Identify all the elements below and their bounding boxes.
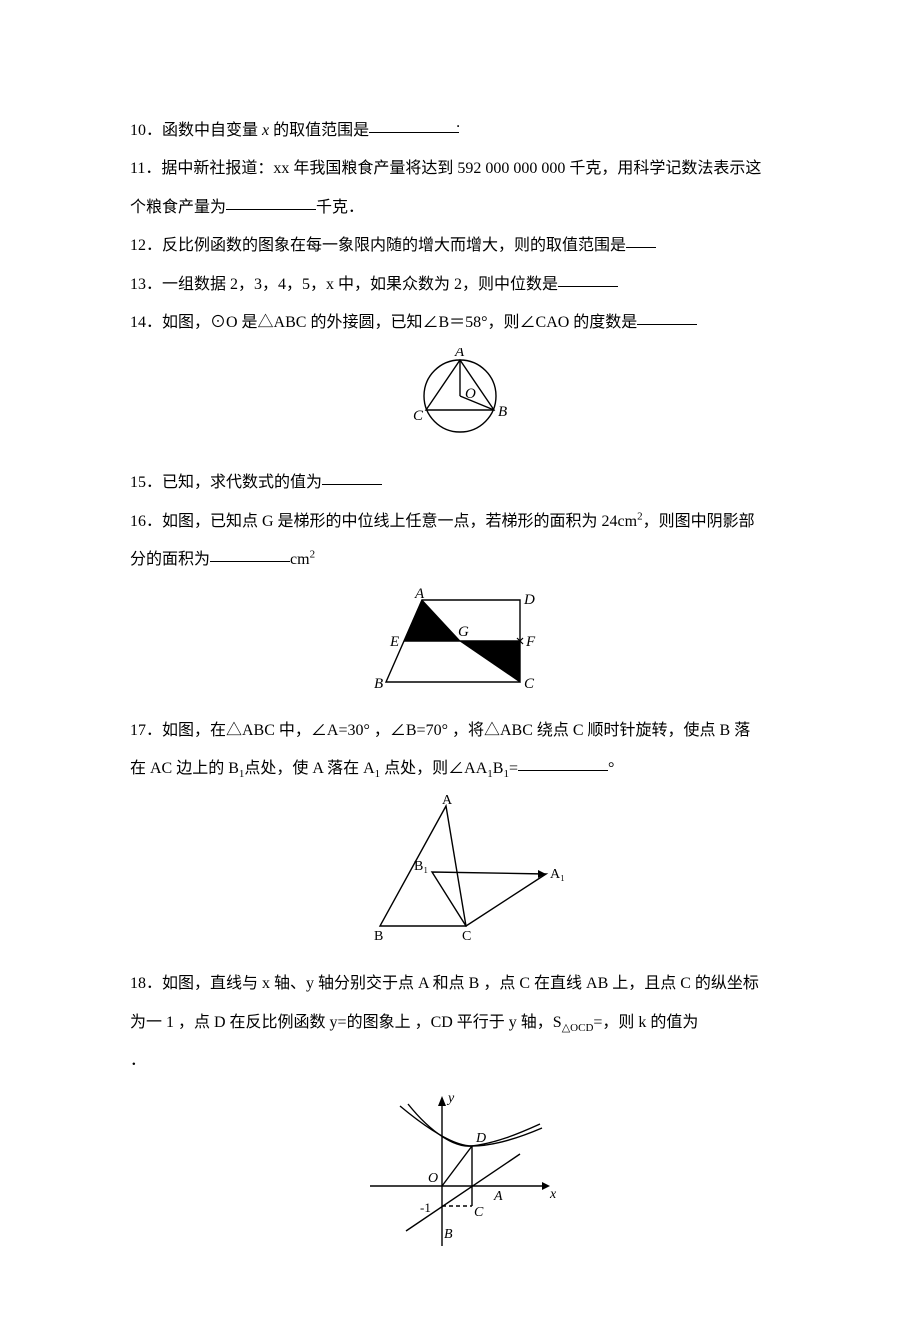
q16-line2a: 分的面积为 <box>130 551 210 568</box>
svg-text:D: D <box>523 592 535 608</box>
q12-text: 12．反比例函数的图象在每一象限内随的增大而增大，则的取值范围是 <box>130 237 626 254</box>
q18-l3: ． <box>130 1052 146 1069</box>
q11-line2b: 千克． <box>316 199 364 216</box>
svg-text:F: F <box>525 634 536 650</box>
question-16-line2: 分的面积为 cm2 <box>130 541 790 579</box>
svg-text:C: C <box>462 929 471 944</box>
svg-text:A₁: A₁ <box>550 867 565 882</box>
svg-text:A: A <box>493 1189 503 1204</box>
q16-blank <box>210 545 290 562</box>
q17-blank <box>518 754 608 771</box>
question-17: 17．如图，在△ABC 中，∠A=30° ，∠B=70° ，将△ABC 绕点 C… <box>130 712 790 750</box>
svg-text:B₁: B₁ <box>414 859 428 874</box>
question-14: 14．如图，⊙O 是△ABC 的外接圆，已知∠B＝58°，则∠CAO 的度数是 <box>130 304 790 342</box>
svg-text:G: G <box>458 624 469 640</box>
q10-blank <box>369 116 459 133</box>
question-16: 16．如图，已知点 G 是梯形的中位线上任意一点，若梯形的面积为 24cm2，则… <box>130 503 790 541</box>
q17-l2e: = <box>509 760 518 777</box>
q11-line2a: 个粮食产量为 <box>130 199 226 216</box>
question-10: 10．函数中自变量 x 的取值范围是 <box>130 112 790 150</box>
figure-16: A D E F G B C <box>130 586 790 700</box>
q17-l2a: 在 AC 边上的 B <box>130 760 239 777</box>
q16-line1: 16．如图，已知点 G 是梯形的中位线上任意一点，若梯形的面积为 24cm <box>130 513 637 530</box>
question-15: 15．已知，求代数式的值为 <box>130 464 790 502</box>
question-18: 18．如图，直线与 x 轴、y 轴分别交于点 A 和点 B ，点 C 在直线 A… <box>130 965 790 1003</box>
question-17-line2: 在 AC 边上的 B1点处，使 A 落在 A1 点处，则∠AA1B1=° <box>130 750 790 788</box>
question-12: 12．反比例函数的图象在每一象限内随的增大而增大，则的取值范围是 <box>130 227 790 265</box>
exam-page: 10．函数中自变量 x 的取值范围是 11．据中新社报道：xx 年我国粮食产量将… <box>0 0 920 1332</box>
figure-17: A B C B₁ A₁ <box>130 794 790 953</box>
svg-text:B: B <box>498 404 507 420</box>
question-18-line2: 为一 1 ，点 D 在反比例函数 y=的图象上 ，CD 平行于 y 轴，S△OC… <box>130 1004 790 1042</box>
question-11: 11．据中新社报道：xx 年我国粮食产量将达到 592 000 000 000 … <box>130 150 790 188</box>
q10-pre: 10．函数中自变量 <box>130 122 262 139</box>
q16-line2b: cm <box>290 551 310 568</box>
q10-post: 的取值范围是 <box>269 122 369 139</box>
svg-text:O: O <box>465 386 476 402</box>
q18-line1: 18．如图，直线与 x 轴、y 轴分别交于点 A 和点 B ，点 C 在直线 A… <box>130 975 759 992</box>
svg-text:A: A <box>454 348 465 360</box>
q17-line1: 17．如图，在△ABC 中，∠A=30° ，∠B=70° ，将△ABC 绕点 C… <box>130 722 750 739</box>
q15-text: 15．已知，求代数式的值为 <box>130 474 322 491</box>
q15-blank <box>322 468 382 485</box>
question-11-line2: 个粮食产量为 千克． <box>130 189 790 227</box>
svg-text:-1: -1 <box>420 1200 431 1215</box>
q13-text: 13．一组数据 2，3，4，5，x 中，如果众数为 2，则中位数是 <box>130 276 558 293</box>
question-13: 13．一组数据 2，3，4，5，x 中，如果众数为 2，则中位数是 <box>130 266 790 304</box>
figure-18: O x y A B C D -1 <box>130 1086 790 1260</box>
svg-text:A: A <box>442 794 453 808</box>
svg-text:x: x <box>549 1187 557 1202</box>
q18-l2b: =，则 k 的值为 <box>593 1014 698 1031</box>
svg-text:C: C <box>474 1205 484 1220</box>
q12-blank <box>626 231 656 248</box>
svg-text:E: E <box>389 634 399 650</box>
svg-text:O: O <box>428 1171 438 1186</box>
svg-text:D: D <box>475 1131 486 1146</box>
q17-l2c: 点处，则∠AA <box>380 760 487 777</box>
svg-text:B: B <box>374 929 383 944</box>
q17-deg: ° <box>608 760 614 777</box>
q18-sub: △OCD <box>562 1022 594 1034</box>
q17-l2d: B <box>493 760 504 777</box>
svg-text:C: C <box>413 408 424 424</box>
q14-blank <box>637 308 697 325</box>
q11-line1: 11．据中新社报道：xx 年我国粮食产量将达到 592 000 000 000 … <box>130 160 761 177</box>
svg-text:B: B <box>374 676 383 692</box>
q18-l2a: 为一 1 ，点 D 在反比例函数 y=的图象上 ，CD 平行于 y 轴，S <box>130 1014 562 1031</box>
q13-blank <box>558 270 618 287</box>
q16-sup2: 2 <box>310 549 316 561</box>
svg-text:y: y <box>446 1091 455 1106</box>
svg-text:C: C <box>524 676 535 692</box>
svg-text:A: A <box>414 586 425 602</box>
svg-text:B: B <box>444 1227 453 1242</box>
q11-blank <box>226 193 316 210</box>
q14-text: 14．如图，⊙O 是△ABC 的外接圆，已知∠B＝58°，则∠CAO 的度数是 <box>130 314 637 331</box>
q16-line1-tail: ，则图中阴影部 <box>643 513 755 530</box>
question-18-line3: ． <box>130 1042 790 1080</box>
q17-l2b: 点处，使 A 落在 A <box>244 760 374 777</box>
figure-14: A B C O <box>130 348 790 452</box>
